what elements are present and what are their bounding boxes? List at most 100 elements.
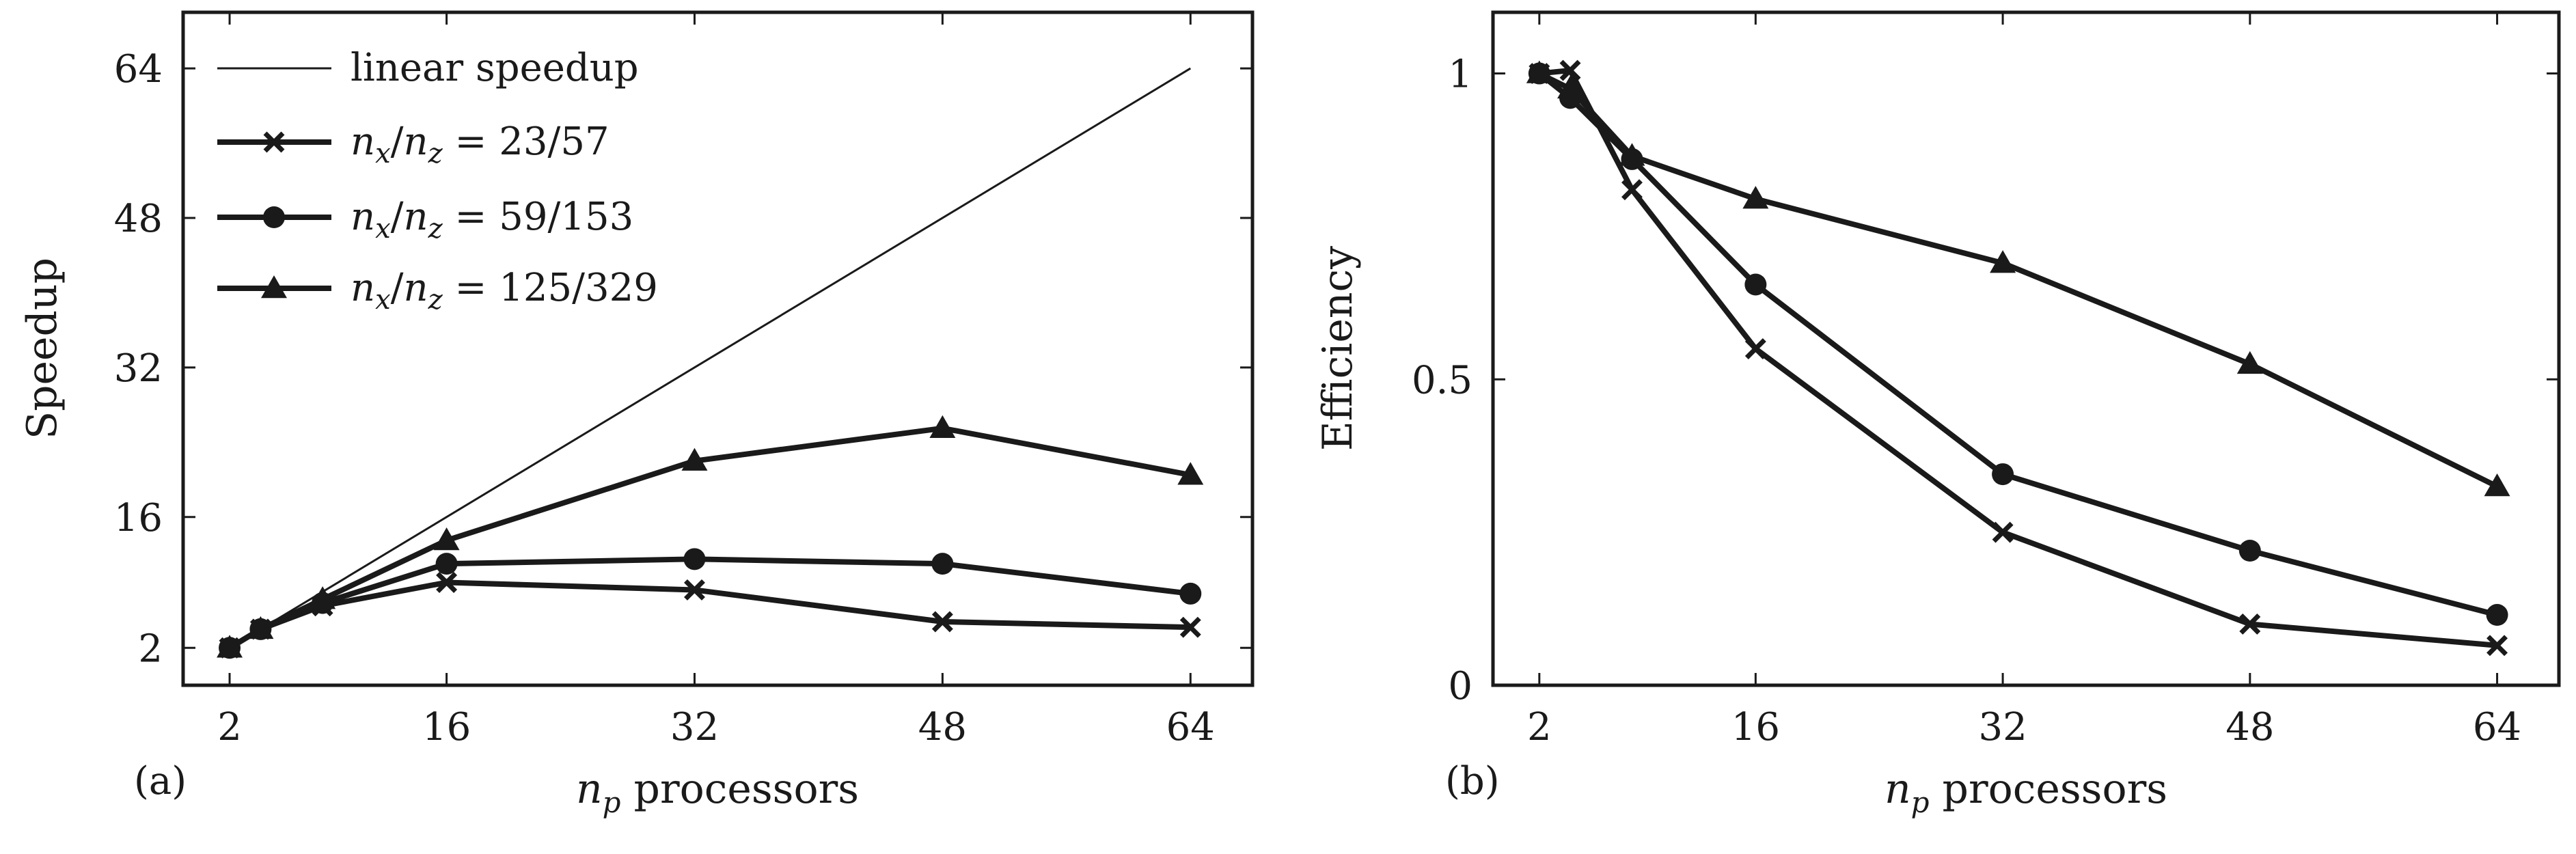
x-tick-labels: 2 16 32 48 64 [1527,705,2521,749]
series-3-point [929,415,956,439]
y-tick-label: 64 [114,47,163,92]
x-marker-stroke [684,579,705,601]
y-tick-label: 0.5 [1412,358,1472,402]
legend-series-1-label: nx/nz = 23/57 [351,120,609,169]
x-tick-label: 16 [1731,705,1780,749]
x-marker-stroke [1559,59,1581,81]
legend-nx: n [351,266,375,310]
x-tick-label: 64 [1166,705,1215,749]
x-marker-stroke [263,131,285,153]
legend-series-3-marker [261,275,287,299]
y-tick-label: 2 [138,626,163,671]
series-1-point [436,572,458,593]
series-3-line [1538,70,2499,489]
series-3-point [1990,250,2016,273]
x-marker-stroke [1179,616,1201,638]
x-axis-label: np processors [576,765,859,819]
series-1-point [1744,338,1766,359]
series-3-point [1177,462,1204,485]
plot-area-frame [181,10,1255,687]
legend-series-2-marker [263,206,285,228]
x-marker-stroke [2486,635,2508,657]
series-3-point [2484,473,2510,497]
x-axis-label-word: processors [620,765,859,813]
legend: linear speedup nx/nz = 23/57 nx/nz = 59/… [217,46,658,316]
y-tick-labels: 0 0.5 1 [1412,53,1472,708]
legend-marker-symbol [263,206,285,228]
x-tick-label: 2 [1527,705,1552,749]
legend-marker-symbol [261,275,287,299]
x-axis-label-word: processors [1929,765,2167,813]
legend-nx: n [351,195,375,239]
series-3-point [1526,60,1552,83]
x-marker-stroke [1992,521,2014,543]
series-3-point [681,447,708,471]
legend-series-3-label: nx/nz = 125/329 [351,266,658,316]
series-1-point [684,579,705,601]
legend-slash: / [391,195,404,239]
series-2-point [1744,273,1767,296]
x-marker-stroke [1621,179,1643,201]
x-tick-label: 64 [2473,705,2521,749]
x-axis-label-sub: p [603,786,621,819]
series-1-line [228,579,1191,650]
x-tick-label: 32 [670,705,719,749]
legend-sub-x: x [375,284,391,316]
panel-a-speedup-chart: 2 16 32 48 64 2 16 32 48 64 Speedup np p… [18,10,1255,819]
x-marker-stroke [2239,613,2261,635]
legend-sub-z: z [428,213,443,245]
series-1-point [1559,59,1581,81]
y-tick-label: 32 [114,346,163,391]
axis-ticks [183,12,1252,685]
legend-sub-x: x [375,213,391,245]
series-1-point [1992,521,2014,543]
legend-series-2-label: nx/nz = 59/153 [351,195,633,245]
x-tick-label: 2 [217,705,242,749]
x-tick-label: 48 [2225,705,2274,749]
series-1-point [1621,179,1643,201]
legend-value: = 23/57 [443,120,609,164]
series-3-point [1619,143,1645,166]
series-2-line [1537,71,2498,618]
legend-sub-z: z [428,284,443,316]
x-axis-label: np processors [1885,765,2167,819]
legend-series-1-marker [263,131,285,153]
y-axis-label: Speedup [18,258,66,439]
legend-sub-x: x [375,138,391,169]
axis-ticks [1493,12,2559,687]
panel-label-b: (b) [1445,759,1500,803]
x-axis-label-var: n [1885,765,1911,813]
y-axis-label: Efficiency [1314,246,1362,451]
plot-marks [217,67,1204,659]
linear-speedup-line [229,67,1192,649]
x-marker-stroke [436,572,458,593]
x-tick-label: 32 [1978,705,2027,749]
x-tick-label: 48 [918,705,967,749]
series-2-point [2238,540,2261,562]
series-3-point [433,527,460,551]
series-2-point [683,548,706,570]
legend-nx: n [351,120,375,164]
legend-sub-z: z [428,138,443,169]
legend-value: = 59/153 [443,195,634,239]
series-1-line [1539,68,2497,648]
series-2-point [1992,463,2014,486]
series-1-point [2486,635,2508,657]
y-tick-label: 1 [1448,53,1472,97]
series-2-point [931,553,954,575]
legend-slash: / [391,266,404,310]
y-tick-labels: 2 16 32 48 64 [114,47,163,671]
x-tick-labels: 2 16 32 48 64 [217,705,1215,749]
series-3-line [228,425,1192,650]
panel-label-a: (a) [134,759,187,803]
series-2-point [1179,582,1202,605]
series-3-point [1742,186,1769,209]
plot-marks [1526,59,2510,657]
series-3-point [217,635,243,658]
series-2-point [435,553,458,575]
legend-nz: n [404,195,428,239]
y-tick-label: 0 [1448,664,1472,708]
y-tick-label: 48 [114,197,163,241]
x-marker-stroke [931,611,953,633]
